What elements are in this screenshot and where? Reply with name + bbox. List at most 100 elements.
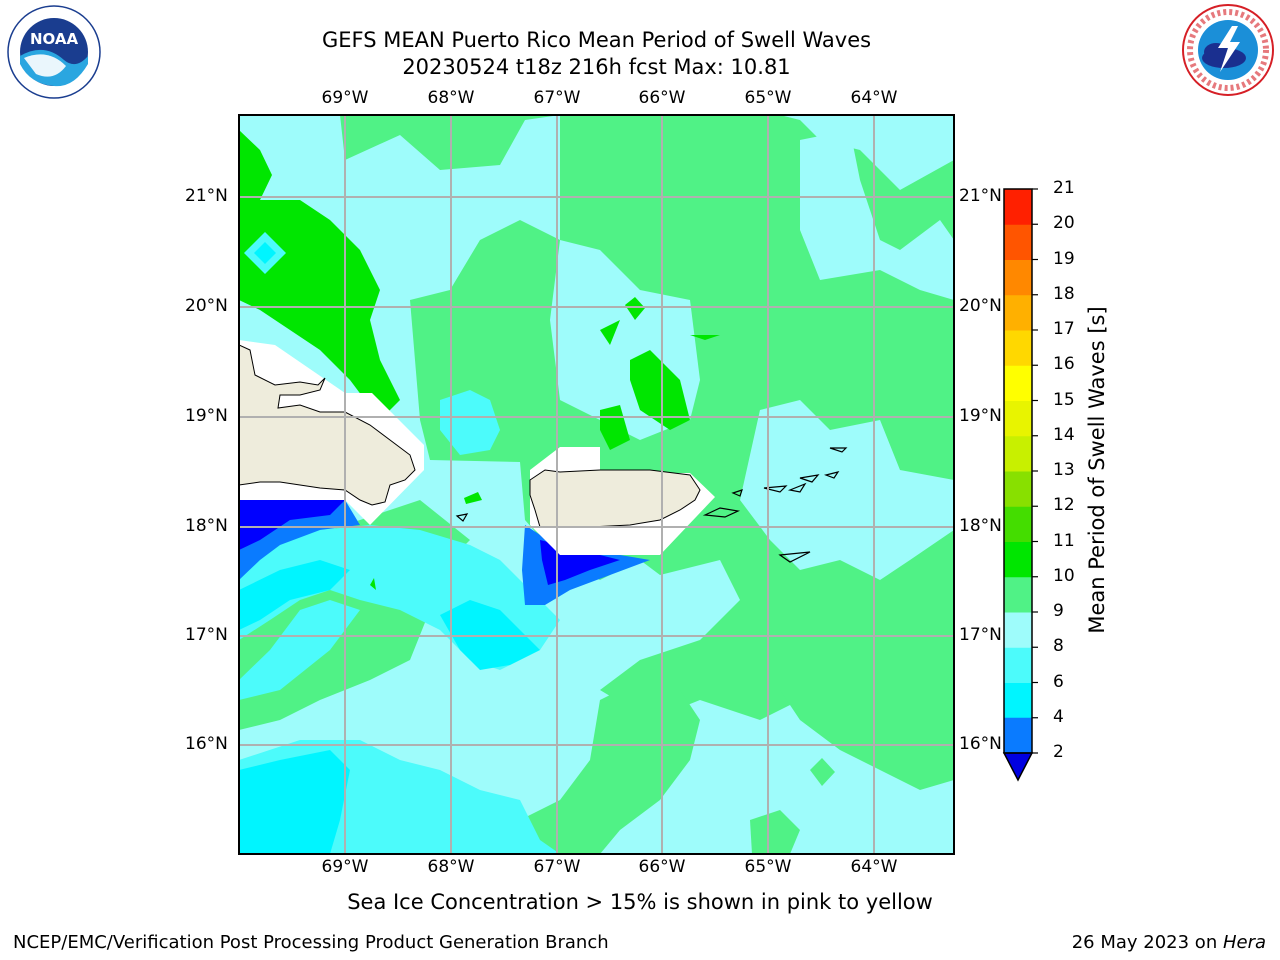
sea-ice-note: Sea Ice Concentration > 15% is shown in … [347, 890, 933, 914]
land-small-island [763, 485, 788, 493]
field-6-w [239, 560, 350, 630]
field-8to9-ne2 [800, 130, 954, 300]
map-frame [238, 114, 955, 855]
colorbar-bin [1004, 189, 1032, 225]
lat-label-right: 18°N [959, 516, 1002, 536]
colorbar-bin [1004, 330, 1032, 366]
colorbar-tick-label: 12 [1053, 495, 1075, 516]
field-6to8-w [239, 600, 360, 700]
field-8to9-south [239, 115, 954, 854]
lat-label-right: 17°N [959, 625, 1002, 645]
footer-date: 26 May 2023 on Hera [1072, 932, 1266, 953]
field-9to10-s [500, 680, 700, 854]
colorbar-tick-label: 19 [1053, 248, 1075, 269]
footer-host: Hera [1222, 932, 1266, 953]
field-cyan-diamond-inner [254, 242, 276, 264]
lat-label-right: 21°N [959, 186, 1002, 206]
colorbar-tick-label: 4 [1053, 706, 1064, 727]
field-10to11-patch2 [625, 297, 645, 320]
colorbar-bin [1004, 294, 1032, 331]
lon-label-bottom: 67°W [533, 857, 581, 877]
field-8to9-ne [780, 115, 954, 190]
lat-label-right: 19°N [959, 406, 1002, 426]
colorbar-bin [1004, 435, 1032, 472]
colorbar-bin [1004, 224, 1032, 260]
field-10to11-patch5 [690, 335, 720, 340]
colorbar-extension [1002, 752, 1034, 782]
colorbar-tick-label: 18 [1053, 283, 1075, 304]
lon-label-bottom: 65°W [744, 857, 792, 877]
field-10to11-nw [239, 130, 400, 420]
colorbar-tick-label: 17 [1053, 319, 1075, 339]
nws-logo [1182, 4, 1274, 96]
chart-subtitle: 20230524 t18z 216h fcst Max: 10.81 [402, 55, 791, 79]
colorbar-tick-label: 13 [1053, 460, 1075, 480]
lat-label-left: 20°N [185, 296, 228, 316]
field-6-sw [239, 750, 350, 854]
field-10to11-patch1 [600, 320, 620, 345]
colorbar-bin [1004, 647, 1032, 683]
lon-label-top: 68°W [427, 88, 475, 108]
colorbar-tick-label: 8 [1053, 636, 1064, 657]
colorbar-bin [1004, 471, 1032, 507]
lon-label-bottom: 68°W [427, 857, 475, 877]
lat-label-right: 20°N [959, 296, 1002, 316]
land-puerto-rico [529, 469, 701, 528]
lon-label-bottom: 69°W [321, 857, 369, 877]
colorbar-bin [1004, 541, 1032, 578]
lat-label-left: 17°N [185, 625, 228, 645]
lon-label-bottom: 64°W [850, 857, 898, 877]
land-small-island [823, 471, 840, 479]
lat-label-left: 19°N [185, 406, 228, 426]
lon-label-top: 67°W [533, 88, 581, 108]
colorbar-tick-label: 6 [1053, 671, 1064, 692]
lon-label-top: 69°W [321, 88, 369, 108]
field-9to10-se [780, 640, 954, 790]
colorbar-tick-label: 15 [1053, 389, 1075, 410]
colorbar-bin [1004, 717, 1032, 753]
colorbar-tick-label: 2 [1053, 742, 1064, 762]
land-small-island [702, 507, 741, 518]
land-small-island [455, 513, 469, 522]
land-small-island [799, 474, 820, 483]
footer-date-text: 26 May 2023 on [1071, 932, 1223, 953]
field-9to10-patch3 [810, 758, 835, 786]
lat-label-left: 16°N [185, 734, 228, 754]
colorbar-tick-label: 11 [1053, 530, 1075, 551]
colorbar-title: Mean Period of Swell Waves [s] [1085, 306, 1109, 634]
colorbar-bin [1004, 365, 1032, 401]
colorbar-tick-label: 14 [1053, 424, 1075, 445]
colorbar-bin [1004, 682, 1032, 719]
field-2-hispaniola [239, 500, 345, 550]
land-hispaniola [239, 344, 416, 506]
colorbar-tick-label: 10 [1053, 565, 1075, 586]
colorbar-tick-label: 20 [1053, 213, 1075, 234]
field-6to8-mona [440, 390, 500, 455]
chart-title: GEFS MEAN Puerto Rico Mean Period of Swe… [321, 28, 872, 52]
noaa-logo: NOAA [7, 5, 101, 99]
field-10to11-patch6 [464, 492, 482, 504]
lon-label-bottom: 66°W [638, 857, 686, 877]
lon-label-top: 64°W [850, 88, 898, 108]
field-10to11-patch7 [370, 578, 376, 590]
colorbar-bin [1004, 259, 1032, 296]
colorbar-bin [1004, 612, 1032, 648]
noaa-logo-text: NOAA [30, 30, 79, 48]
land-small-island [731, 489, 743, 497]
map-field [239, 115, 954, 854]
field-10to11-patch3 [630, 350, 690, 430]
field-9to10-patch2 [750, 810, 800, 854]
colorbar-tick-label: 9 [1053, 601, 1064, 621]
field-8to9-east [740, 400, 954, 580]
colorbar-tick-label: 21 [1053, 178, 1075, 198]
lon-label-top: 65°W [744, 88, 792, 108]
lon-label-top: 66°W [638, 88, 686, 108]
colorbar-tick-label: 16 [1053, 354, 1075, 375]
land-small-island [787, 482, 807, 493]
colorbar-bin [1004, 576, 1032, 613]
land-small-island [778, 551, 811, 563]
land-small-island [829, 447, 848, 453]
lat-label-right: 16°N [959, 734, 1002, 754]
lat-label-left: 21°N [185, 186, 228, 206]
